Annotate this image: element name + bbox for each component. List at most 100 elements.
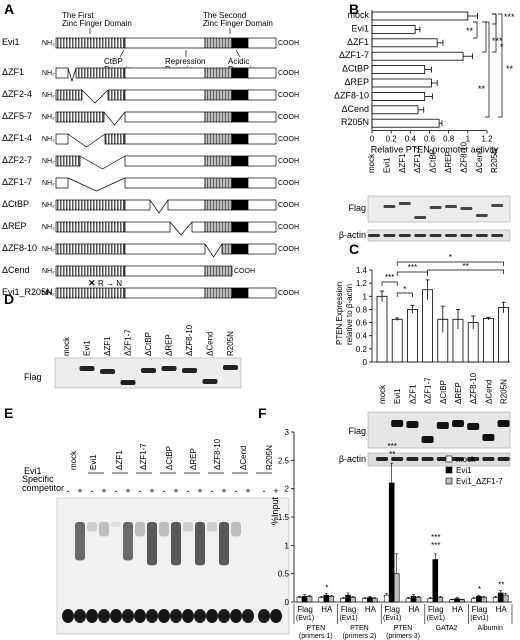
category-label: mock — [347, 10, 369, 20]
construct-segment — [247, 133, 277, 145]
lane-label: R205N — [226, 331, 235, 356]
flag-blot-membrane — [367, 411, 511, 449]
construct-row: ΔZF2-7 NH₂ COOH — [2, 155, 299, 170]
significance-marker: *** — [492, 36, 503, 46]
construct-name: ΔZF1-7 — [2, 177, 32, 187]
actin-band — [376, 457, 388, 461]
construct-row: ΔREP NH₂ COOH — [2, 221, 299, 236]
competitor-minus: - — [263, 486, 266, 496]
y-tick-label: 1.4 — [356, 266, 368, 275]
construct-segment — [55, 155, 81, 167]
bar — [497, 592, 504, 603]
bar — [371, 51, 464, 61]
flag-band — [467, 423, 480, 430]
panel-c-chart: 0 0.2 0.4 0.6 0.8 1 1.2 1.4 PTEN Expression relat… — [335, 253, 510, 404]
free-probe-band — [74, 609, 86, 623]
actin-band — [414, 234, 427, 237]
c-terminus-label: COOH — [278, 136, 299, 143]
n-terminus-label: NH₂ — [42, 158, 55, 165]
construct-name: Evi1 — [2, 37, 20, 47]
bar — [345, 594, 351, 603]
mutation-site-marker: ✕ — [88, 278, 96, 288]
bar — [350, 597, 356, 603]
c-terminus-label: COOH — [278, 246, 299, 253]
actin-band — [398, 234, 411, 237]
competitor-minus: - — [235, 486, 238, 496]
competitor-plus: + — [221, 486, 226, 496]
bar — [376, 295, 388, 363]
actin-band — [391, 457, 404, 461]
construct-segment — [231, 243, 249, 255]
construct-segment — [124, 287, 206, 299]
bar — [371, 78, 432, 88]
lane-label: ΔZF8-10 — [213, 438, 222, 470]
construct-segment — [55, 199, 126, 211]
deletion-connector — [103, 111, 126, 126]
category-label: Evi1 — [393, 388, 402, 404]
bar — [371, 11, 469, 21]
actin-band — [467, 457, 480, 461]
category-label: ΔZF8-10 — [469, 372, 478, 404]
n-terminus-label: NH₂ — [42, 136, 55, 143]
flag-band — [202, 379, 218, 384]
antibody-label: HA — [365, 605, 377, 614]
construct-row: ΔCtBP NH₂ COOH — [2, 199, 299, 214]
construct-row: ΔZF2-4 NH₂ COOH — [2, 89, 299, 104]
y-tick-label: 1 — [285, 541, 290, 550]
y-axis-title: PTEN Expression — [335, 282, 344, 345]
construct-segment — [247, 199, 277, 211]
legend-label: Evi1_ΔZF1-7 — [456, 477, 503, 486]
antibody-label: Flag — [297, 605, 313, 614]
construct-segment — [107, 89, 126, 101]
actin-band — [406, 457, 419, 461]
construct-segment — [247, 243, 277, 255]
construct-name: ΔCtBP — [2, 199, 29, 209]
mutation-label: R → N — [98, 279, 122, 288]
shifted-complex-band — [159, 522, 169, 537]
antibody-label: Flag — [341, 605, 357, 614]
construct-segment — [55, 67, 69, 79]
bar — [296, 597, 303, 603]
bar — [301, 596, 308, 603]
n-terminus-label: NH₂ — [42, 246, 55, 253]
actin-band — [383, 234, 396, 237]
construct-segment — [191, 221, 206, 233]
shifted-complex-band — [183, 522, 193, 532]
bar — [481, 597, 487, 603]
construct-segment — [55, 177, 69, 189]
significance-marker: ** — [466, 26, 474, 36]
significance-marker: * — [325, 584, 328, 593]
locus-label: PTEN (primers 2) — [342, 625, 376, 640]
category-label: ΔCend — [484, 380, 493, 404]
legend-label: Evi1 — [456, 466, 472, 475]
flag-band — [429, 206, 442, 209]
significance-bracket — [396, 261, 504, 266]
deletion-connector — [67, 133, 106, 148]
free-probe-band — [98, 609, 110, 623]
flag-band — [414, 216, 427, 219]
actin-band — [475, 234, 488, 237]
construct-segment — [124, 199, 151, 211]
flag-band — [475, 214, 488, 217]
y-tick-label: 0 — [285, 598, 290, 607]
construct-segment — [204, 67, 233, 79]
y-tick-label: 1.5 — [278, 513, 290, 522]
lane-label: ΔREP — [165, 334, 174, 356]
panel-label-c: C — [349, 241, 359, 257]
panel-b-chart: mock Evi1 ΔZF1 ΔZF1-7 ΔCtBP ΔREP ΔZF8-10 ΔCend R… — [334, 10, 515, 155]
lane-label: ΔCend — [206, 332, 215, 356]
free-probe-band — [122, 609, 134, 623]
category-label: ΔZF1-7 — [339, 50, 369, 60]
locus-label: PTEN (primers 3) — [386, 625, 420, 640]
category-label: R205N — [341, 117, 369, 127]
bar — [372, 598, 378, 603]
actin-blot-label: β-actin — [339, 454, 366, 464]
shifted-complex-band — [87, 522, 97, 532]
second-zinc-finger-label: The Second Zinc Finger Domain — [203, 11, 273, 28]
panel-label-f: F — [258, 405, 267, 421]
lane-label: ΔZF1 — [103, 336, 112, 356]
antibody-label: Flag — [472, 605, 488, 614]
y-tick-label: 0.4 — [356, 332, 368, 341]
free-probe-band — [62, 609, 74, 623]
